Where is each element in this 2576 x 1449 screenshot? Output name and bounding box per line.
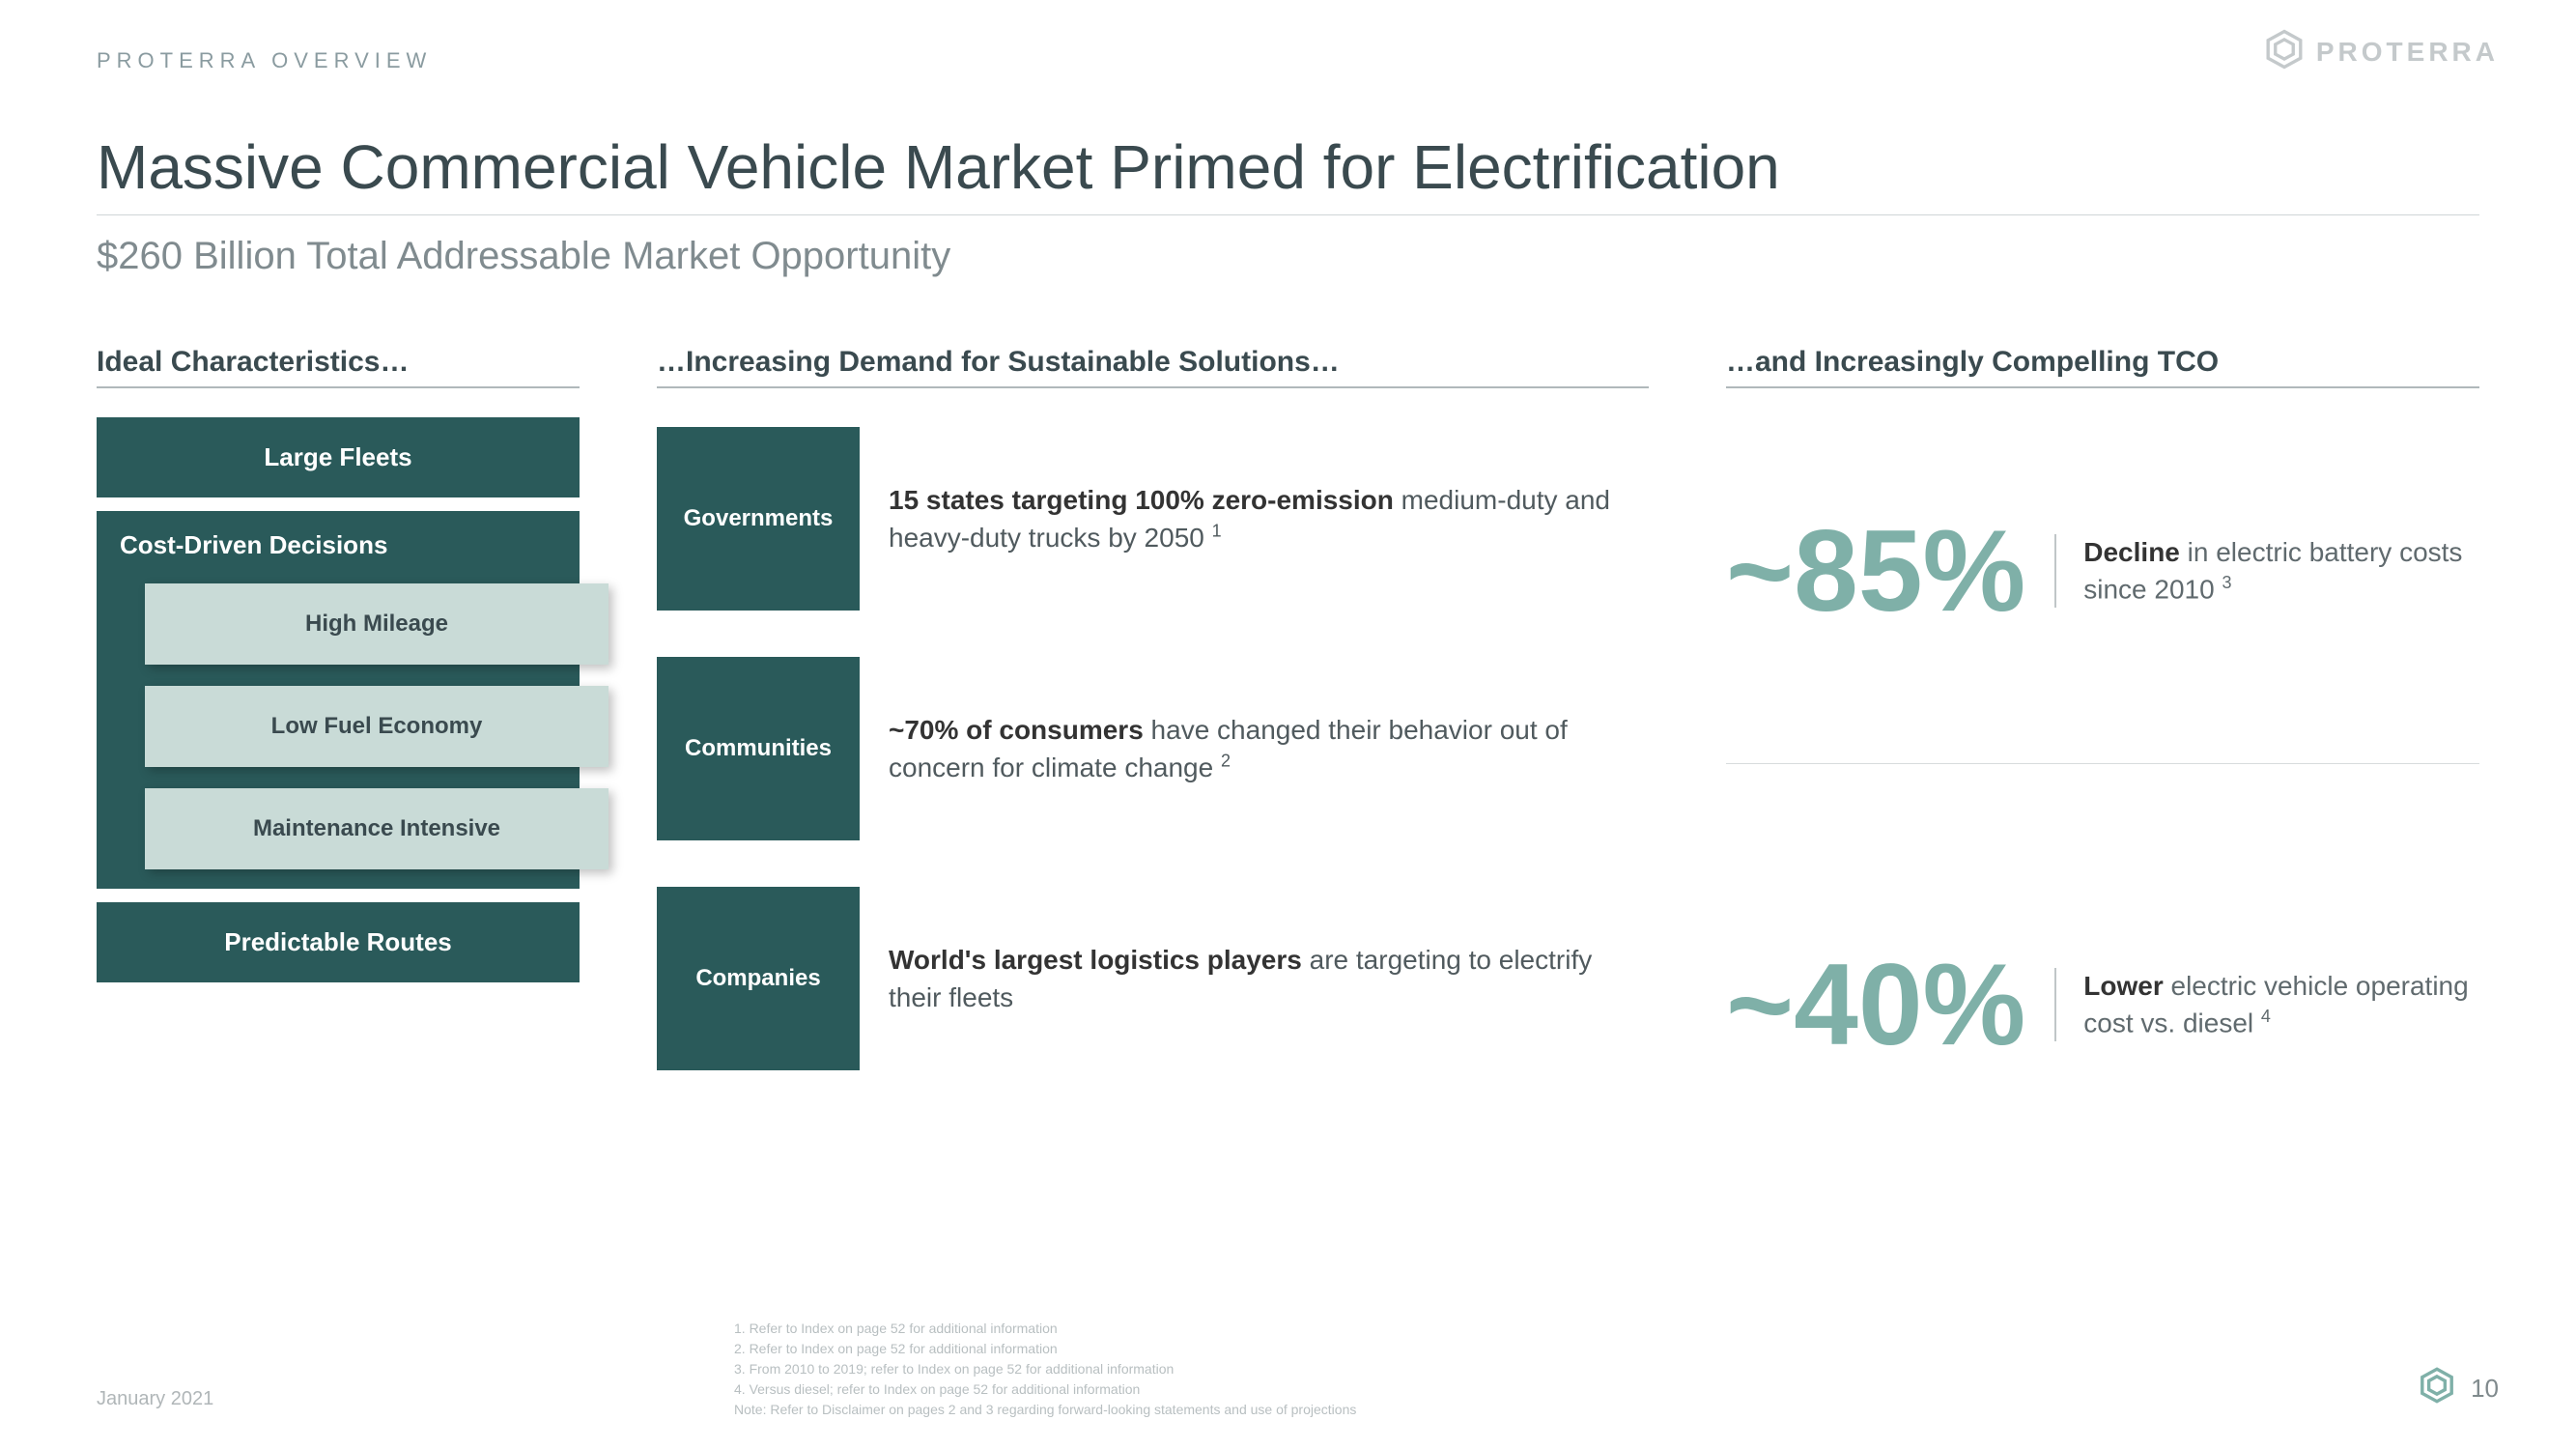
brand-logo: PROTERRA bbox=[2264, 29, 2499, 74]
text-communities: ~70% of consumers have changed their beh… bbox=[889, 711, 1649, 786]
columns: Ideal Characteristics… Large Fleets Cost… bbox=[97, 346, 2479, 1168]
text-governments: 15 states targeting 100% zero-emission m… bbox=[889, 481, 1649, 556]
stat-num-40: ~40% bbox=[1726, 938, 2025, 1071]
box-predictable-routes: Predictable Routes bbox=[97, 902, 580, 982]
footnote: 1. Refer to Index on page 52 for additio… bbox=[734, 1319, 1356, 1339]
footnote: 2. Refer to Index on page 52 for additio… bbox=[734, 1339, 1356, 1359]
footnote: 4. Versus diesel; refer to Index on page… bbox=[734, 1379, 1356, 1400]
stat-40: ~40% Lower electric vehicle operating co… bbox=[1726, 938, 2479, 1071]
box-cost-driven: Cost-Driven Decisions High Mileage Low F… bbox=[97, 511, 580, 889]
hexagon-icon bbox=[2419, 1367, 2455, 1410]
row-governments: Governments 15 states targeting 100% zer… bbox=[657, 427, 1649, 611]
row-communities: Communities ~70% of consumers have chang… bbox=[657, 657, 1649, 840]
footnote: 3. From 2010 to 2019; refer to Index on … bbox=[734, 1359, 1356, 1379]
eyebrow: PROTERRA OVERVIEW bbox=[97, 48, 2479, 73]
label-communities: Communities bbox=[657, 657, 860, 840]
bold-text: World's largest logistics players bbox=[889, 945, 1302, 975]
col-demand: …Increasing Demand for Sustainable Solut… bbox=[657, 346, 1649, 1070]
slide: PROTERRA OVERVIEW PROTERRA Massive Comme… bbox=[0, 0, 2576, 1449]
bold-text: 15 states targeting 100% zero-emission bbox=[889, 485, 1394, 515]
page-num-text: 10 bbox=[2471, 1374, 2499, 1404]
bold-text: Decline bbox=[2083, 537, 2180, 567]
sup: 1 bbox=[1212, 522, 1222, 541]
col-ideal: Ideal Characteristics… Large Fleets Cost… bbox=[97, 346, 580, 996]
demand-rows: Governments 15 states targeting 100% zer… bbox=[657, 427, 1649, 1070]
sup: 3 bbox=[2222, 573, 2231, 592]
box-large-fleets: Large Fleets bbox=[97, 417, 580, 497]
stat-rule bbox=[1726, 763, 2479, 764]
box-high-mileage: High Mileage bbox=[145, 583, 609, 665]
bold-text: Lower bbox=[2083, 971, 2163, 1001]
footnote: Note: Refer to Disclaimer on pages 2 and… bbox=[734, 1400, 1356, 1420]
footnotes: 1. Refer to Index on page 52 for additio… bbox=[734, 1319, 1356, 1420]
text-companies: World's largest logistics players are ta… bbox=[889, 941, 1649, 1016]
page-title: Massive Commercial Vehicle Market Primed… bbox=[97, 131, 2479, 203]
label-companies: Companies bbox=[657, 887, 860, 1070]
stat-num-85: ~85% bbox=[1726, 504, 2025, 638]
sup: 2 bbox=[1221, 752, 1231, 771]
subtitle: $260 Billion Total Addressable Market Op… bbox=[97, 235, 2479, 278]
stat-85: ~85% Decline in electric battery costs s… bbox=[1726, 504, 2479, 638]
bold-text: ~70% of consumers bbox=[889, 715, 1144, 745]
hexagon-icon bbox=[2264, 29, 2305, 74]
page-number: 10 bbox=[2419, 1367, 2499, 1410]
stat-desc-40: Lower electric vehicle operating cost vs… bbox=[2054, 968, 2479, 1041]
box-low-fuel: Low Fuel Economy bbox=[145, 686, 609, 767]
col2-heading: …Increasing Demand for Sustainable Solut… bbox=[657, 346, 1649, 388]
col1-heading: Ideal Characteristics… bbox=[97, 346, 580, 388]
title-rule bbox=[97, 214, 2479, 215]
label-governments: Governments bbox=[657, 427, 860, 611]
brand-name: PROTERRA bbox=[2316, 37, 2499, 68]
row-companies: Companies World's largest logistics play… bbox=[657, 887, 1649, 1070]
sup: 4 bbox=[2261, 1007, 2271, 1026]
box-maintenance: Maintenance Intensive bbox=[145, 788, 609, 869]
cost-driven-title: Cost-Driven Decisions bbox=[97, 511, 580, 583]
stat-desc-85: Decline in electric battery costs since … bbox=[2054, 534, 2479, 608]
col3-heading: …and Increasingly Compelling TCO bbox=[1726, 346, 2479, 388]
date: January 2021 bbox=[97, 1388, 213, 1410]
col-tco: …and Increasingly Compelling TCO ~85% De… bbox=[1726, 346, 2479, 1168]
